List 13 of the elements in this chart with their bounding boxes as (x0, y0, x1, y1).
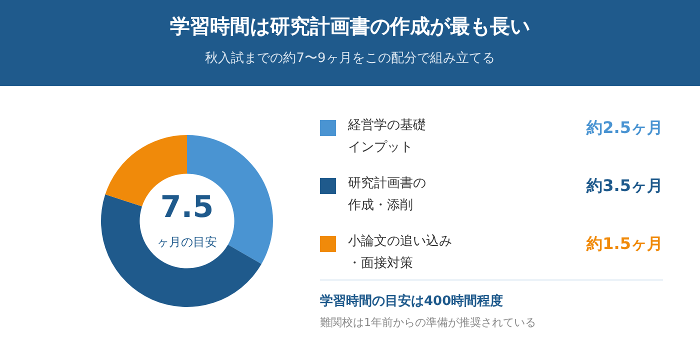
chart-subtitle: 秋入試までの約7〜9ヶ月をこの配分で組み立てる (205, 50, 495, 66)
chart-title: 学習時間は研究計画書の作成が最も長い (170, 14, 530, 38)
data-label: 約1.5ヶ月 (586, 234, 663, 253)
text: 難関校は1年前からの準備が推奨されている (320, 316, 536, 329)
legend-label: 研究計画書の作成・添削 (347, 176, 426, 213)
data-label: 約2.5ヶ月 (586, 118, 663, 137)
donut-slice (101, 194, 262, 307)
text: 7.5 (160, 190, 214, 225)
data-label: 約3.5ヶ月 (586, 176, 663, 195)
text: 学習時間の目安は400時間程度 (320, 293, 504, 309)
legend-label: 小論文の追い込み・面接対策 (348, 234, 452, 271)
text: ヶ月の目安 (157, 235, 217, 249)
legend-label: 経営学の基礎インプット (347, 118, 426, 155)
